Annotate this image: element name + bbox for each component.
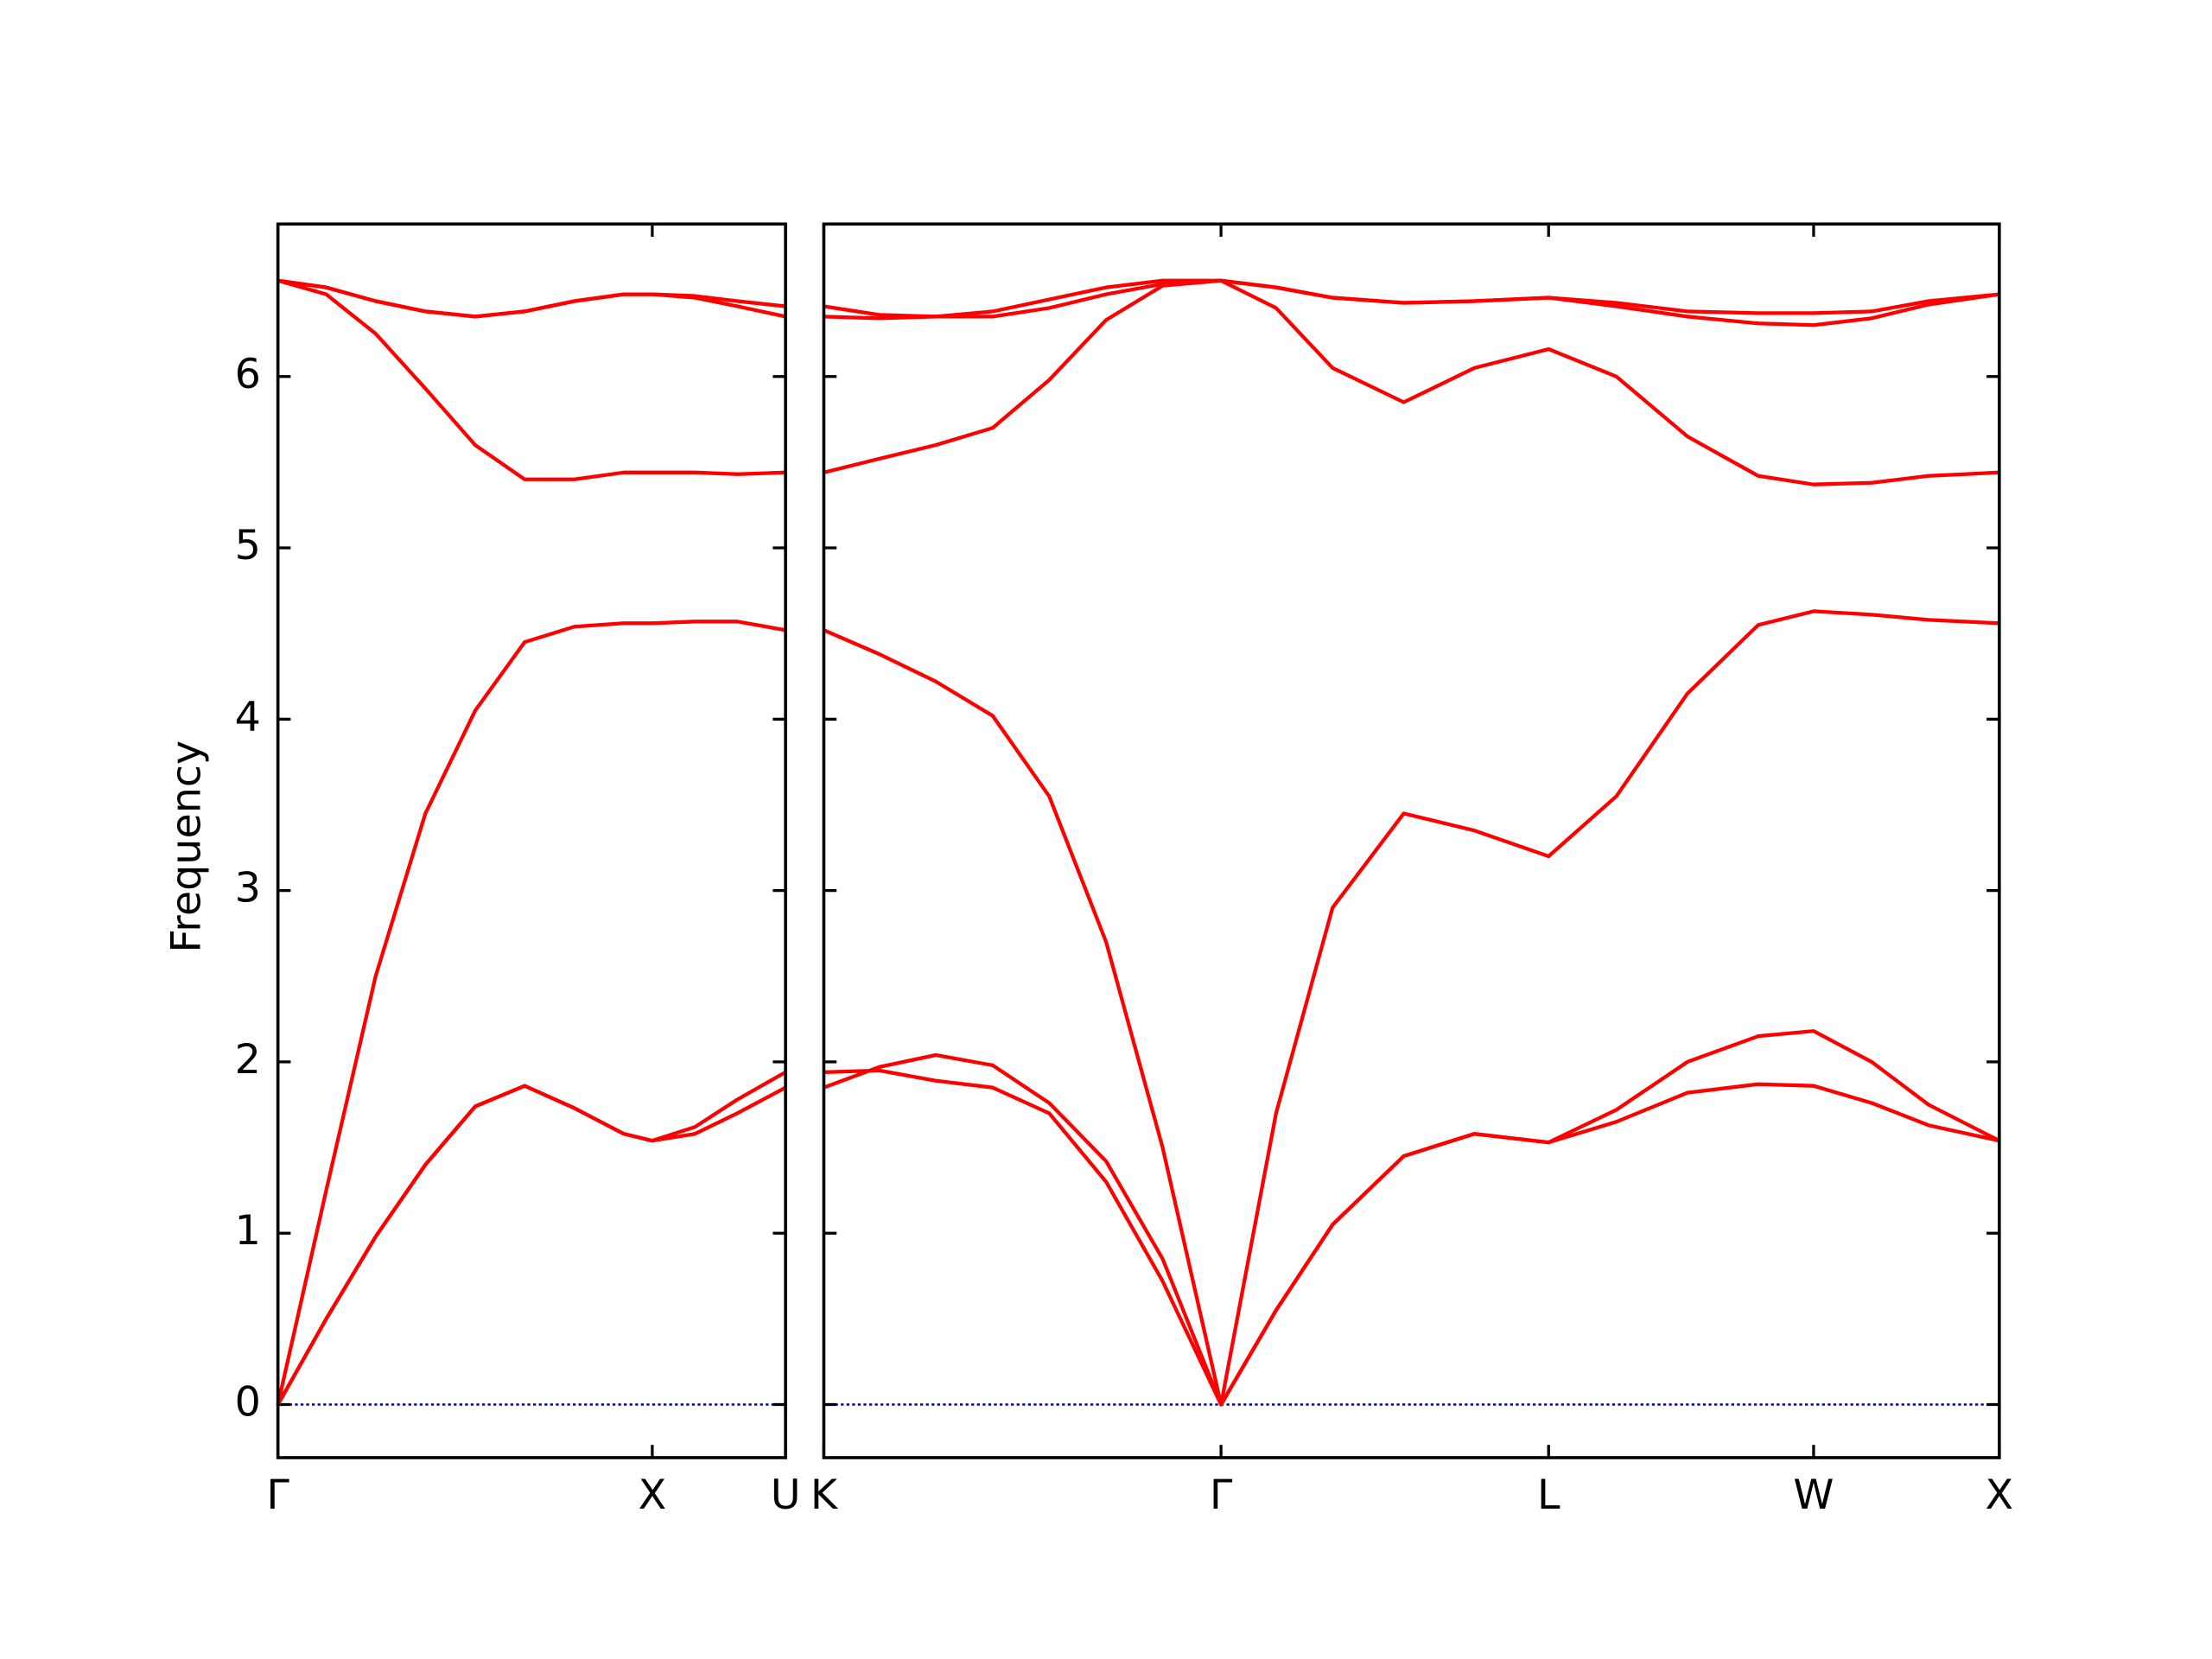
band-line <box>823 1052 2000 1407</box>
y-tick-label: 3 <box>235 865 261 912</box>
x-tick-label: X <box>639 1471 667 1519</box>
plot-frame <box>822 222 2001 1459</box>
y-tick-label: 2 <box>235 1036 261 1084</box>
y-tick-label: 1 <box>235 1207 261 1255</box>
band-line <box>823 278 1999 486</box>
band-line <box>823 278 2000 319</box>
x-tick-label: K <box>810 1471 839 1519</box>
band-line <box>277 278 786 481</box>
band-line <box>277 278 786 319</box>
y-axis-label: Frequency <box>162 741 210 953</box>
band-line <box>823 609 1999 1407</box>
y-tick-label: 4 <box>235 693 261 741</box>
y-tick-label: 5 <box>235 522 261 569</box>
y-tick-label: 0 <box>235 1379 261 1427</box>
x-tick-label: X <box>1986 1471 2014 1519</box>
band-line <box>823 278 2000 327</box>
plot-frame <box>276 222 787 1459</box>
x-tick-label: W <box>1793 1471 1834 1519</box>
band-line <box>823 1029 2000 1407</box>
band-line <box>276 1070 787 1406</box>
y-tick-label: 6 <box>235 351 261 398</box>
x-tick-label: L <box>1537 1471 1560 1519</box>
x-tick-label: U <box>771 1471 801 1519</box>
band-line <box>276 1084 787 1406</box>
x-tick-label: Γ <box>1210 1471 1233 1519</box>
band-line <box>276 620 786 1405</box>
x-tick-label: Γ <box>266 1471 289 1519</box>
